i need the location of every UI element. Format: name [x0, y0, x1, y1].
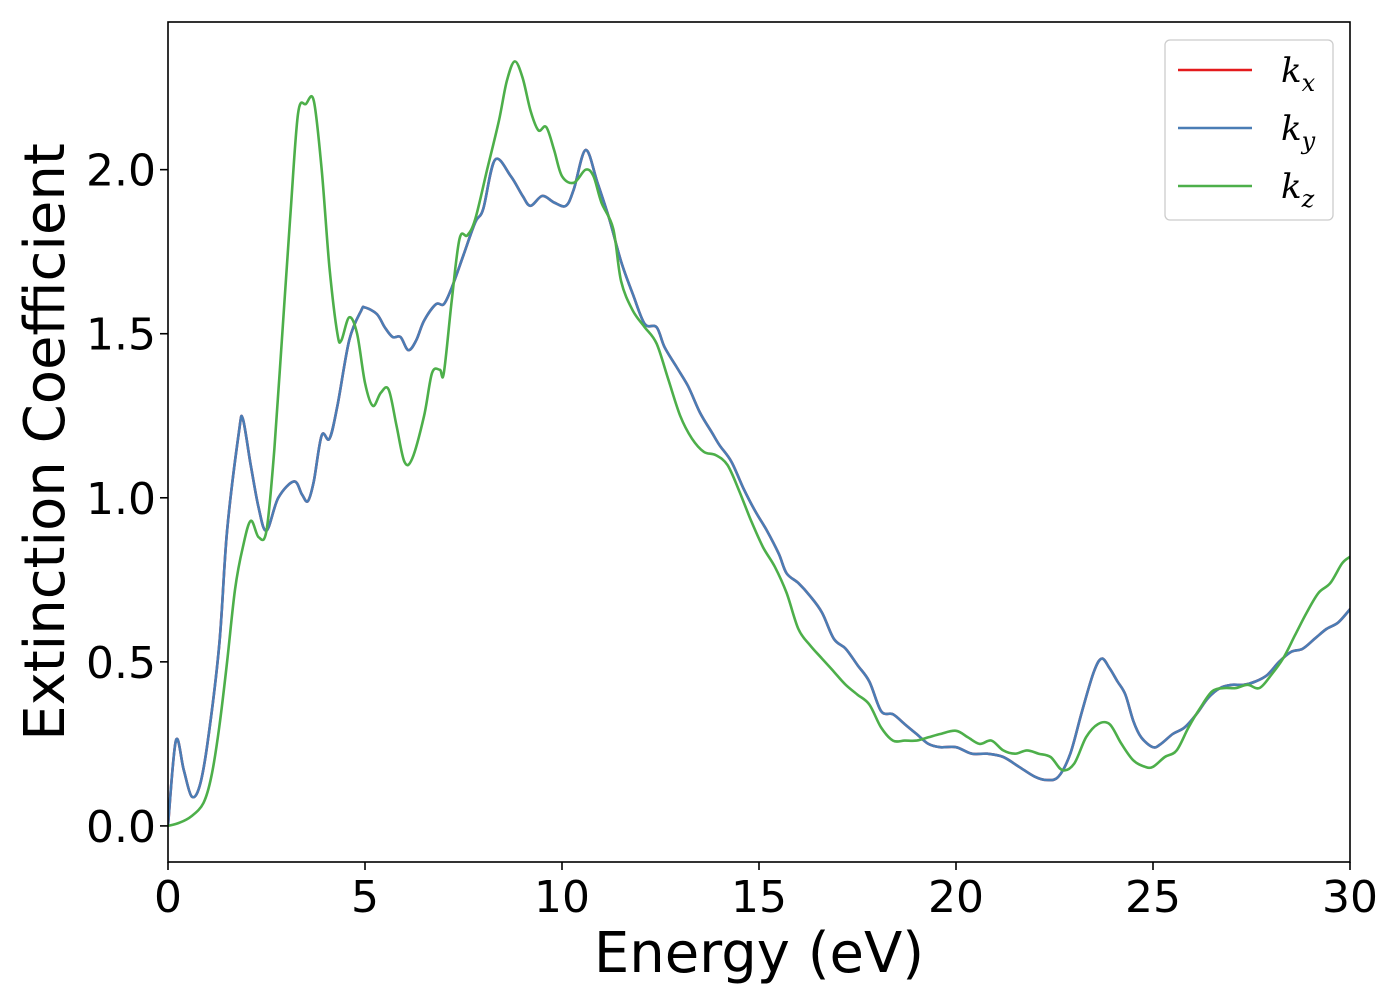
- legend-label-y: ky: [1281, 109, 1316, 155]
- y-tick-label: 0.0: [86, 802, 156, 853]
- series-line-kz: [168, 60, 1350, 828]
- x-tick-label: 20: [928, 872, 984, 923]
- x-tick-label: 0: [154, 872, 182, 923]
- legend-label-z: kz: [1281, 167, 1315, 213]
- x-tick-label: 10: [534, 872, 590, 923]
- tick-layer: 0 5 10 15 20 25 30 0.0 0.5 1.0 1.5 2.0: [86, 146, 1378, 923]
- series-layer: [168, 60, 1350, 828]
- x-axis-label: Energy (eV): [594, 921, 924, 986]
- legend-label-x: kx: [1281, 51, 1316, 97]
- y-axis-label: Extinction Coefficient: [13, 143, 78, 741]
- legend-box: [1164, 39, 1334, 221]
- y-tick-label: 1.5: [86, 310, 156, 361]
- x-tick-label: 25: [1125, 872, 1181, 923]
- y-tick-label: 2.0: [86, 146, 156, 197]
- x-tick-label: 30: [1322, 872, 1378, 923]
- y-tick-label: 1.0: [86, 474, 156, 525]
- x-tick-label: 15: [731, 872, 787, 923]
- y-tick-label: 0.5: [86, 638, 156, 689]
- x-tick-label: 5: [351, 872, 379, 923]
- legend: kx ky kz: [1164, 39, 1334, 221]
- series-line-ky: [168, 148, 1350, 828]
